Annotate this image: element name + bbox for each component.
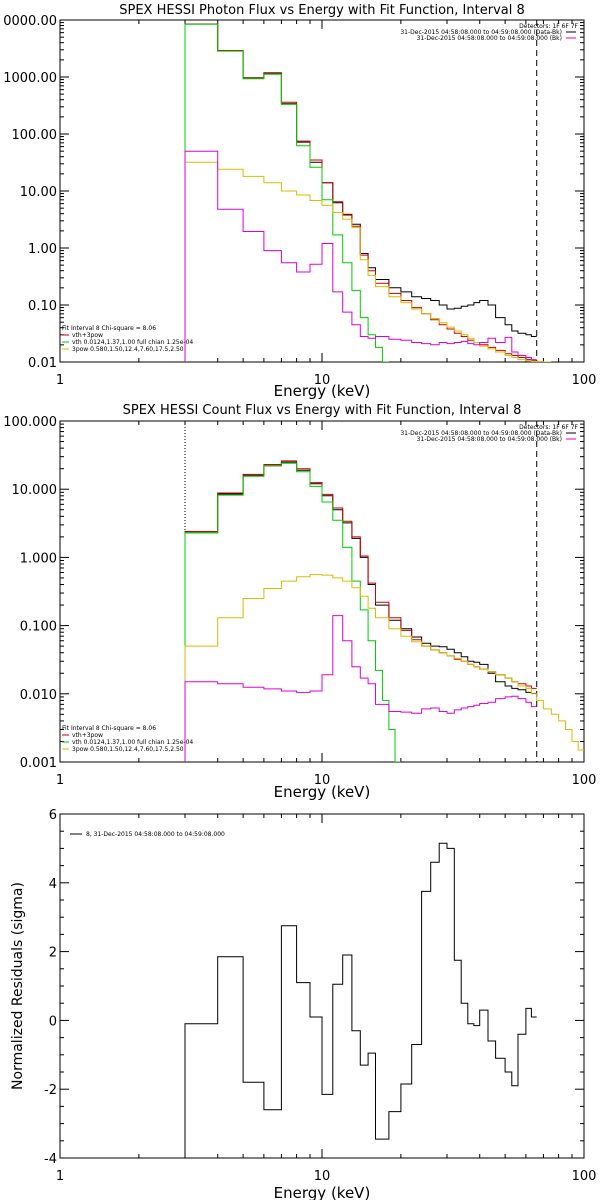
x-axis-label: Energy (keV): [274, 1184, 371, 1200]
series-line: [184, 150, 537, 362]
y-tick-label: 0.010: [20, 688, 57, 703]
y-tick-label: 1000.00: [3, 71, 57, 86]
legend-entry: Detectors: 1F 6F 7F: [519, 23, 578, 30]
y-tick-label: 10.00: [20, 185, 57, 200]
legend-entry: 3pow 0.580,1.50,12.4,7.60,17.5,2.50: [72, 346, 184, 353]
y-tick-label: 6: [49, 808, 57, 823]
legend-entry: Fit Interval 8 Chi-square = 8.06: [62, 725, 156, 732]
series-line: [184, 23, 544, 362]
x-tick-label: 10: [314, 773, 331, 788]
chart-panel-1: SPEX HESSI Photon Flux vs Energy with Fi…: [3, 3, 596, 400]
y-tick-label: 2: [49, 946, 57, 961]
x-tick-label: 10: [314, 373, 331, 388]
legend-entry: vth+3pow: [72, 732, 103, 739]
legend-entry: 3pow 0.580,1.50,12.4,7.60,17.5,2.50: [72, 746, 184, 753]
legend-entry: 31-Dec-2015 04:58:08.000 to 04:59:08.000…: [417, 35, 562, 42]
legend-entry: 31-Dec-2015 04:58:08.000 to 04:59:08.000…: [417, 436, 562, 443]
x-axis-label: Energy (keV): [274, 783, 371, 801]
y-tick-label: 0: [49, 1014, 57, 1029]
x-axis-label: Energy (keV): [274, 382, 371, 400]
legend-entry: vth 0.0124,1.37,1.00 full chian 1.25e-04: [72, 739, 193, 746]
legend-entry: vth 0.0124,1.37,1.00 full chian 1.25e-04: [72, 339, 193, 346]
series-line: [184, 161, 552, 362]
y-tick-label: 0.001: [20, 756, 57, 771]
legend-entry: Detectors: 1F 6F 7F: [519, 424, 578, 431]
y-tick-label: 100.00: [12, 128, 58, 143]
series-line: [184, 461, 537, 762]
series-line: [184, 23, 389, 362]
series-group: [184, 842, 537, 1158]
series-line: [184, 574, 584, 762]
series-line: [184, 462, 401, 762]
x-tick-label: 1: [56, 373, 64, 388]
chart-panel-2: SPEX HESSI Count Flux vs Energy with Fit…: [3, 403, 596, 801]
series-line: [184, 460, 537, 762]
y-tick-label: 0000.00: [3, 14, 57, 29]
chart-title: SPEX HESSI Photon Flux vs Energy with Fi…: [119, 3, 525, 18]
y-axis-label: Normalized Residuals (sigma): [10, 882, 26, 1090]
y-tick-label: -4: [44, 1152, 57, 1167]
x-tick-label: 100: [572, 773, 597, 788]
legend-entry: Fit Interval 8 Chi-square = 8.06: [62, 325, 156, 332]
x-tick-label: 1: [56, 773, 64, 788]
chart-title: SPEX HESSI Count Flux vs Energy with Fit…: [123, 403, 522, 418]
x-tick-label: 100: [572, 373, 597, 388]
series-line: [184, 23, 537, 362]
y-tick-label: 1.00: [28, 242, 57, 257]
series-group: [184, 460, 584, 762]
y-tick-label: 1.000: [20, 551, 57, 566]
x-tick-label: 1: [56, 1169, 64, 1184]
chart-panel-3: 1 10 100 Energy (keV) 6 4 2 0 -2 -4 Normalized Res…: [10, 808, 596, 1200]
y-tick-label: 4: [49, 877, 57, 892]
series-line: [184, 842, 537, 1158]
series-line: [184, 615, 537, 762]
x-tick-label: 10: [314, 1169, 331, 1184]
y-tick-label: 0.10: [28, 299, 57, 314]
plot-frame: [59, 813, 585, 1159]
plot-frame: [59, 420, 585, 763]
y-tick-label: 0.100: [20, 620, 57, 635]
y-tick-label: 0.01: [28, 356, 57, 371]
legend-entry: 31-Dec-2015 04:58:08.000 to 04:59:08.000…: [400, 29, 562, 36]
y-tick-label: -2: [44, 1083, 57, 1098]
legend-entry: vth+3pow: [72, 332, 103, 339]
y-tick-label: 10.000: [12, 483, 58, 498]
x-tick-label: 100: [572, 1169, 597, 1184]
y-tick-label: 100.000: [3, 415, 57, 430]
series-group: [184, 23, 552, 362]
legend-entry: 31-Dec-2015 04:58:08.000 to 04:59:08.000…: [400, 430, 562, 437]
legend-entry: 8, 31-Dec-2015 04:58:08.000 to 04:59:08.…: [86, 831, 225, 838]
